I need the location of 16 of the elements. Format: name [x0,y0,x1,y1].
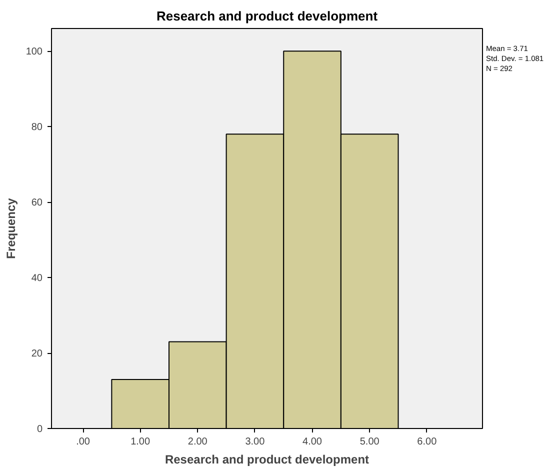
x-tick-label: 6.00 [417,436,438,448]
x-tick-label: 3.00 [245,436,266,448]
y-tick-label: 0 [36,424,43,435]
x-axis-title: Research and product development [164,452,370,466]
y-tick-label: 100 [26,46,43,58]
x-tick-label: 1.00 [130,436,151,448]
chart-title: Research and product development [156,8,378,24]
y-tick-label: 60 [31,198,43,209]
x-tick-label: 4.00 [302,436,322,448]
y-tick-label: 40 [31,273,43,284]
x-tick-label: 2.00 [188,436,208,448]
x-tick-label: 5.00 [360,436,380,448]
x-tick-label: .00 [76,436,90,448]
y-tick-label: 80 [31,122,43,134]
y-axis-title: Frequency [4,198,18,259]
y-tick-label: 20 [31,348,43,360]
